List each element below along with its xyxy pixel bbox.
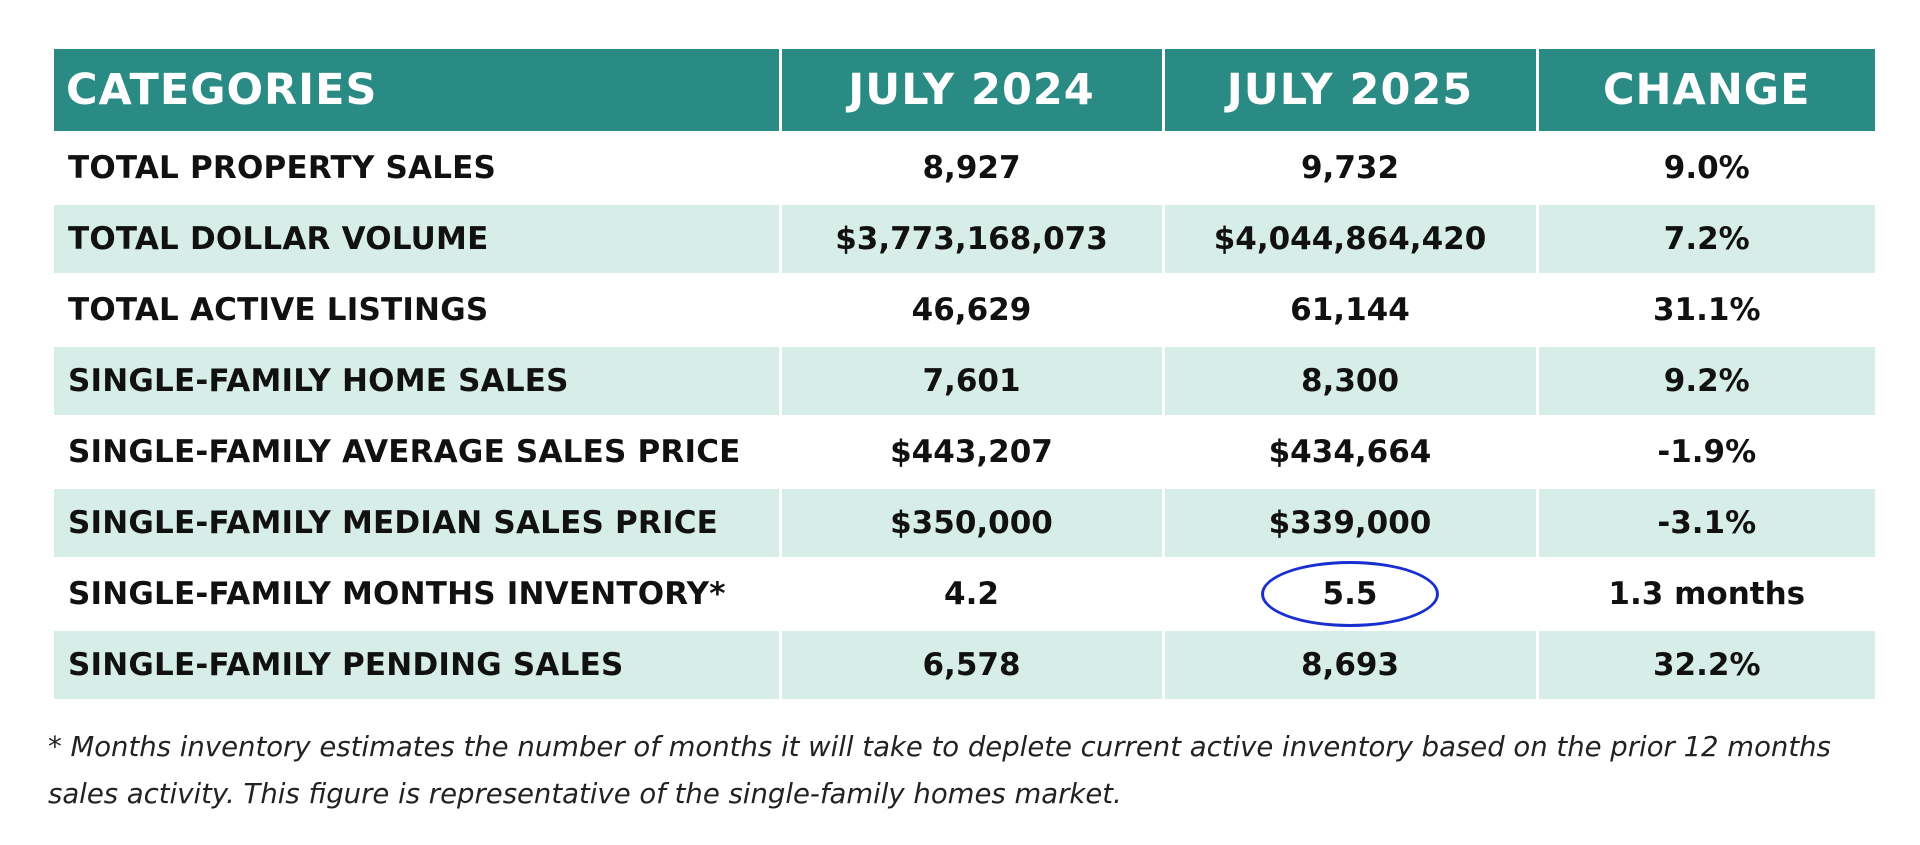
table-row: TOTAL ACTIVE LISTINGS 46,629 61,144 31.1… <box>54 273 1875 346</box>
table-row: TOTAL PROPERTY SALES 8,927 9,732 9.0% <box>54 131 1875 204</box>
table-header-row: CATEGORIES JULY 2024 JULY 2025 CHANGE <box>54 49 1875 133</box>
value-july-2025: $434,664 <box>1163 415 1539 488</box>
value-july-2025: $339,000 <box>1163 486 1539 559</box>
value-july-2025: 61,144 <box>1163 273 1539 346</box>
market-stats-table-wrapper: CATEGORIES JULY 2024 JULY 2025 CHANGE TO… <box>54 49 1875 699</box>
value-july-2025: 8,693 <box>1163 628 1539 699</box>
table-row: TOTAL DOLLAR VOLUME $3,773,168,073 $4,04… <box>54 202 1875 275</box>
table-row: SINGLE-FAMILY PENDING SALES 6,578 8,693 … <box>54 628 1875 699</box>
table-row: SINGLE-FAMILY HOME SALES 7,601 8,300 9.2… <box>54 344 1875 417</box>
header-july-2025: JULY 2025 <box>1163 49 1539 133</box>
value-july-2024: 4.2 <box>780 557 1165 630</box>
value-july-2024: 46,629 <box>780 273 1165 346</box>
row-label: TOTAL PROPERTY SALES <box>54 131 782 204</box>
value-july-2024: $443,207 <box>780 415 1165 488</box>
footnote: * Months inventory estimates the number … <box>48 724 1878 818</box>
row-label: SINGLE-FAMILY PENDING SALES <box>54 628 782 699</box>
value-july-2024: 6,578 <box>780 628 1165 699</box>
value-july-2025-highlighted: 5.5 <box>1163 557 1539 630</box>
value-change: 32.2% <box>1537 628 1875 699</box>
value-change: -3.1% <box>1537 486 1875 559</box>
header-categories: CATEGORIES <box>54 49 782 133</box>
row-label: TOTAL DOLLAR VOLUME <box>54 202 782 275</box>
value-change: 31.1% <box>1537 273 1875 346</box>
header-change: CHANGE <box>1537 49 1875 133</box>
row-label: SINGLE-FAMILY HOME SALES <box>54 344 782 417</box>
value-change: 1.3 months <box>1537 557 1875 630</box>
value-july-2024: $3,773,168,073 <box>780 202 1165 275</box>
footnote-line: sales activity. This figure is represent… <box>48 778 1122 810</box>
row-label: SINGLE-FAMILY MEDIAN SALES PRICE <box>54 486 782 559</box>
header-july-2024: JULY 2024 <box>780 49 1165 133</box>
table-row: SINGLE-FAMILY MONTHS INVENTORY* 4.2 5.5 … <box>54 557 1875 630</box>
market-stats-table: CATEGORIES JULY 2024 JULY 2025 CHANGE TO… <box>54 49 1875 699</box>
footnote-line: * Months inventory estimates the number … <box>48 731 1831 763</box>
value-july-2025: 8,300 <box>1163 344 1539 417</box>
value-july-2024: 8,927 <box>780 131 1165 204</box>
value-july-2024: $350,000 <box>780 486 1165 559</box>
value-july-2025: 9,732 <box>1163 131 1539 204</box>
table-row: SINGLE-FAMILY AVERAGE SALES PRICE $443,2… <box>54 415 1875 488</box>
value-change: 9.0% <box>1537 131 1875 204</box>
row-label: SINGLE-FAMILY MONTHS INVENTORY* <box>54 557 782 630</box>
value-change: -1.9% <box>1537 415 1875 488</box>
row-label: SINGLE-FAMILY AVERAGE SALES PRICE <box>54 415 782 488</box>
value-july-2025: $4,044,864,420 <box>1163 202 1539 275</box>
value-change: 9.2% <box>1537 344 1875 417</box>
value-july-2024: 7,601 <box>780 344 1165 417</box>
value-change: 7.2% <box>1537 202 1875 275</box>
table-row: SINGLE-FAMILY MEDIAN SALES PRICE $350,00… <box>54 486 1875 559</box>
highlighted-value-text: 5.5 <box>1322 576 1378 612</box>
highlighted-value: 5.5 <box>1260 561 1439 627</box>
row-label: TOTAL ACTIVE LISTINGS <box>54 273 782 346</box>
